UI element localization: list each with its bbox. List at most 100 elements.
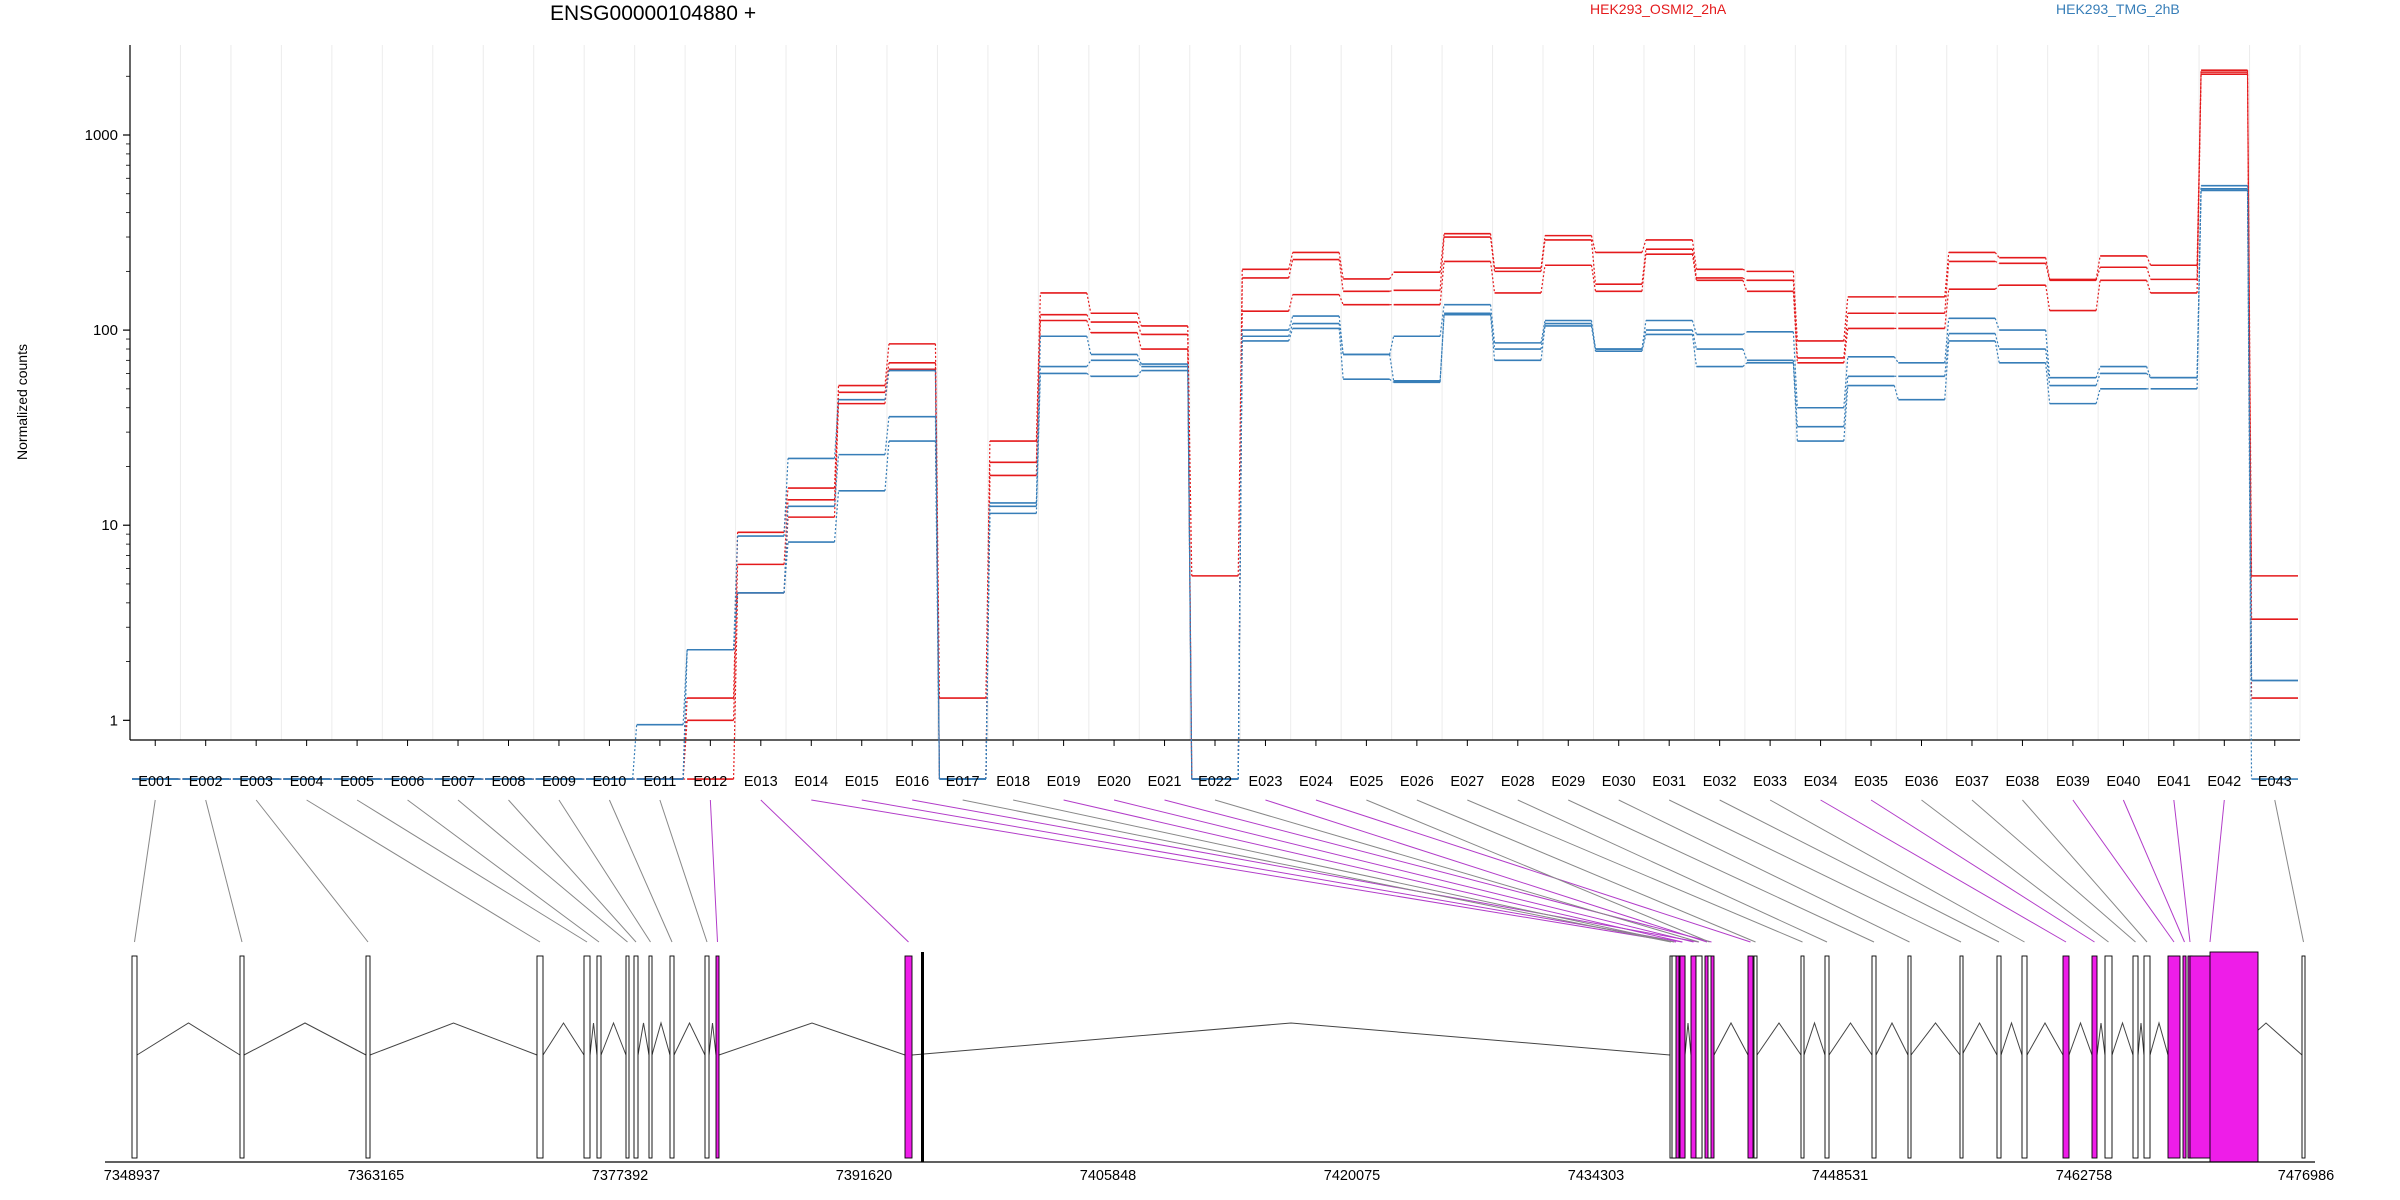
intron-line — [1910, 1022, 1961, 1056]
connector-e016 — [912, 799, 1699, 943]
series-connector — [2196, 72, 2202, 280]
series-connector — [2045, 285, 2051, 311]
series-connector — [1792, 362, 1798, 442]
series-connector — [1641, 334, 1647, 352]
series-connector — [1742, 268, 1748, 272]
exon-box-e025 — [1707, 955, 1712, 1159]
intron-line — [1875, 1021, 1909, 1056]
series-connector — [1288, 315, 1294, 331]
series-connector — [1691, 239, 1698, 270]
intron-line — [1756, 1022, 1802, 1056]
exon-box-e043 — [2301, 955, 2306, 1159]
series-connector — [2146, 372, 2152, 379]
exon-marker — [921, 952, 924, 1162]
series-connector — [682, 649, 688, 725]
exon-label-e003: E003 — [239, 774, 273, 790]
exon-box-e030 — [1907, 955, 1912, 1159]
series-connector — [1439, 304, 1445, 337]
series-connector — [2045, 362, 2051, 404]
series-connector — [1338, 294, 1344, 305]
series-connector — [1590, 235, 1597, 253]
series-connector — [1944, 333, 1950, 377]
series-connector — [1742, 280, 1748, 292]
series-2 — [132, 71, 2298, 780]
series-1 — [132, 69, 2298, 780]
connector-e026 — [1416, 799, 1756, 943]
series-connector — [1035, 373, 1041, 514]
series-connector — [1086, 292, 1092, 314]
series-connector — [783, 458, 789, 537]
connector-e006 — [407, 799, 600, 943]
series-3 — [132, 73, 2298, 780]
connector-e022 — [1214, 799, 1700, 943]
series-connector — [1691, 320, 1697, 335]
series-connector — [1893, 356, 1899, 364]
connector-e031 — [1668, 799, 1962, 943]
exon-label-e040: E040 — [2106, 774, 2140, 790]
intron-line — [136, 1022, 241, 1056]
connector-e028 — [1517, 799, 1828, 943]
intron-line — [637, 1022, 650, 1056]
series-connector — [1691, 334, 1698, 367]
series-connector — [1944, 318, 1950, 363]
exon-label-e018: E018 — [996, 774, 1030, 790]
connector-e032 — [1719, 799, 2000, 943]
genomic-tick-label: 7448531 — [1812, 1168, 1868, 1184]
series-connector — [1288, 259, 1294, 279]
exon-label-e016: E016 — [895, 774, 929, 790]
exon-label-e009: E009 — [542, 774, 576, 790]
series-connector — [1136, 332, 1142, 350]
exon-box-block — [2209, 951, 2259, 1163]
intron-line — [600, 1021, 627, 1056]
series-connector — [783, 499, 789, 565]
series-connector — [1742, 277, 1748, 281]
series-connector — [934, 441, 941, 780]
exon-box-e037 — [2132, 955, 2139, 1159]
exon-label-e019: E019 — [1047, 774, 1081, 790]
series-connector — [1389, 271, 1395, 280]
series-connector — [1489, 236, 1496, 272]
exon-box-e022 — [1695, 955, 1703, 1159]
series-connector — [2196, 74, 2202, 293]
intron-line — [2068, 1021, 2093, 1056]
connector-e024 — [1315, 799, 1751, 943]
exon-label-e032: E032 — [1703, 774, 1737, 790]
exon-box-e011 — [704, 955, 710, 1159]
intron-line — [673, 1021, 706, 1056]
series-connector — [2095, 280, 2101, 311]
connector-e019 — [1063, 799, 1683, 943]
exon-label-e017: E017 — [946, 774, 980, 790]
exon-label-e004: E004 — [290, 774, 324, 790]
exon-box-e026 — [1753, 955, 1758, 1159]
legend-osmi: HEK293_OSMI2_2hA — [1590, 1, 1727, 17]
connector-e035 — [1870, 799, 2095, 943]
intron-line — [2096, 1022, 2106, 1056]
intron-line — [243, 1022, 367, 1056]
intron-line — [1961, 1021, 1998, 1056]
series-connector — [1086, 314, 1092, 323]
exon-box-e033 — [2021, 955, 2028, 1159]
series-connector — [1944, 340, 1950, 400]
exon-label-e007: E007 — [441, 774, 475, 790]
series-connector — [1389, 336, 1395, 355]
series-connector — [1843, 385, 1849, 442]
exon-label-e035: E035 — [1854, 774, 1888, 790]
series-connector — [884, 370, 890, 400]
series-connector — [1187, 370, 1193, 780]
series-connector — [1893, 385, 1899, 400]
series-connector — [833, 490, 840, 543]
exon-label-e001: E001 — [138, 774, 172, 790]
exon-label-e024: E024 — [1299, 774, 1333, 790]
exon-label-e028: E028 — [1501, 774, 1535, 790]
series-connector — [2095, 388, 2101, 404]
exon-label-e031: E031 — [1652, 774, 1686, 790]
series-connector — [1994, 333, 2000, 350]
exon-box-e008 — [633, 955, 639, 1159]
series-connector — [1288, 252, 1294, 270]
genomic-tick-label: 7462758 — [2056, 1168, 2112, 1184]
exon-box-e018 — [1671, 955, 1677, 1159]
series-connector — [833, 454, 840, 507]
exon-label-e002: E002 — [189, 774, 223, 790]
series-connector — [1439, 314, 1445, 383]
exon-box-e040 — [2182, 955, 2187, 1159]
